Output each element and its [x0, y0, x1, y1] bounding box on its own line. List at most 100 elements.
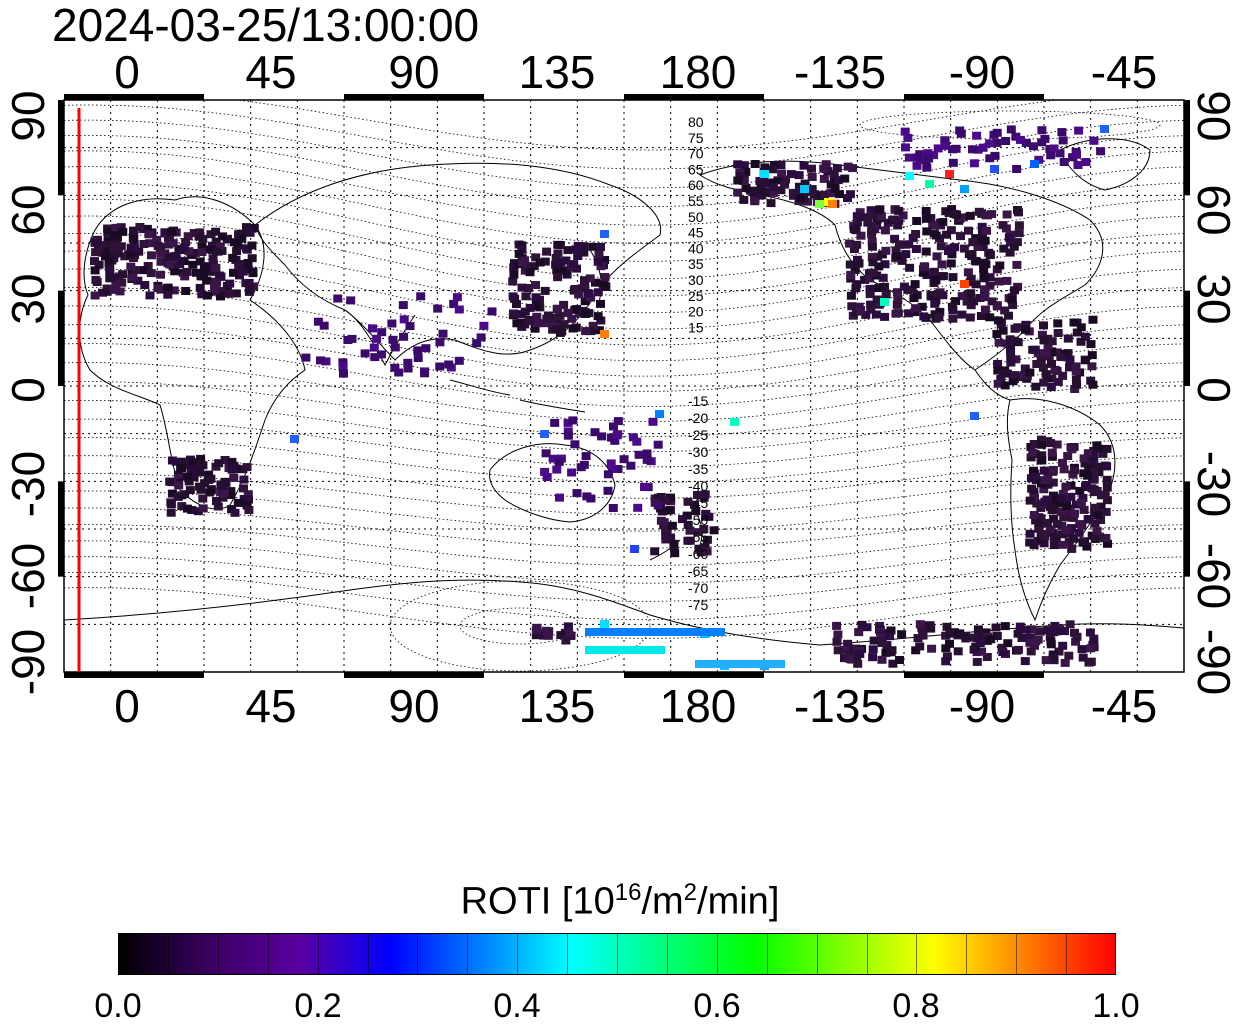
roti-cell	[1050, 365, 1060, 374]
roti-cell	[1083, 515, 1093, 524]
roti-cell	[642, 449, 652, 458]
contour-label-north: 75	[688, 130, 704, 146]
roti-cell	[892, 252, 902, 261]
roti-cell	[985, 281, 995, 290]
roti-cell	[735, 172, 745, 181]
roti-cell	[1050, 621, 1060, 630]
roti-cell	[1096, 147, 1106, 156]
roti-cell	[1053, 377, 1063, 386]
roti-cell	[206, 230, 216, 239]
roti-cell	[594, 250, 604, 259]
roti-cell	[868, 268, 878, 277]
roti-cell	[965, 313, 975, 322]
roti-cell	[885, 632, 894, 641]
roti-cell	[924, 154, 934, 163]
roti-cell	[701, 509, 711, 518]
roti-cell	[540, 286, 550, 295]
roti-cell	[399, 332, 409, 341]
roti-cell	[512, 319, 522, 328]
contour-line	[64, 198, 1184, 280]
frame-stripe-top	[904, 94, 1044, 100]
roti-cell	[937, 260, 947, 269]
roti-cell	[217, 246, 227, 255]
roti-cell	[167, 227, 177, 236]
roti-cell	[567, 468, 577, 477]
roti-cell	[569, 260, 579, 269]
frame-stripe-bottom	[624, 672, 764, 678]
roti-cell	[1066, 492, 1076, 501]
roti-cell	[1089, 136, 1099, 145]
roti-cell	[370, 353, 380, 362]
frame-stripe-right	[1184, 100, 1190, 196]
roti-cell	[901, 250, 911, 259]
roti-cell	[890, 234, 900, 243]
roti-cell-bright	[925, 180, 934, 188]
roti-cell	[938, 291, 948, 300]
roti-cell	[1037, 138, 1047, 147]
lon-tick-top: 45	[245, 46, 297, 98]
roti-cell	[1094, 468, 1104, 477]
roti-cell	[995, 261, 1005, 270]
roti-cell	[780, 180, 790, 189]
roti-cell	[1088, 315, 1098, 324]
roti-cell	[881, 290, 891, 299]
lon-tick-top: -45	[1090, 46, 1158, 98]
roti-cell	[852, 240, 862, 249]
roti-cell	[206, 486, 216, 495]
roti-cell	[852, 212, 862, 221]
colorbar-minor-tick	[517, 933, 519, 975]
colorbar-tick-label: 1.0	[1092, 987, 1140, 1025]
contour-line	[64, 305, 1184, 377]
roti-cell	[593, 288, 603, 297]
colorbar-minor-tick	[916, 933, 918, 975]
colorbar-minor-tick	[966, 933, 968, 975]
roti-cell	[1032, 360, 1042, 368]
roti-cell	[98, 288, 107, 297]
roti-cell	[1058, 540, 1068, 549]
colorbar-minor-tick	[666, 933, 668, 975]
roti-cell	[993, 366, 1003, 375]
roti-cell-bright	[905, 172, 914, 180]
roti-cell	[241, 244, 251, 253]
roti-cell	[946, 259, 956, 268]
roti-cell	[1059, 465, 1069, 474]
roti-cell	[438, 329, 448, 338]
roti-cell	[1072, 500, 1081, 509]
roti-cell	[1074, 528, 1084, 537]
roti-cell	[1037, 440, 1047, 449]
roti-cell	[160, 228, 170, 237]
roti-cell	[919, 312, 929, 321]
colorbar-minor-tick	[1066, 933, 1068, 975]
roti-cell	[529, 262, 539, 271]
roti-cell	[1072, 380, 1082, 389]
roti-cell	[669, 539, 679, 548]
roti-cell	[1028, 448, 1038, 457]
roti-cell	[1038, 363, 1048, 372]
roti-cell	[211, 237, 221, 246]
roti-cell	[702, 547, 712, 556]
roti-cell	[1080, 332, 1090, 341]
roti-cell	[931, 221, 941, 230]
roti-cell-bright	[600, 230, 609, 238]
roti-cell	[994, 277, 1004, 286]
roti-cell	[733, 160, 743, 169]
roti-cell	[612, 431, 622, 440]
roti-cell	[931, 231, 941, 240]
roti-cell	[1003, 639, 1013, 648]
roti-cell	[690, 500, 699, 509]
roti-cell	[1047, 448, 1057, 457]
roti-cell	[580, 297, 590, 306]
contour-line	[64, 232, 1184, 314]
roti-cell	[531, 625, 541, 634]
contour-loop	[389, 580, 651, 672]
roti-cell	[523, 284, 533, 292]
roti-cell	[868, 653, 878, 662]
roti-cell	[1041, 656, 1051, 665]
roti-cell	[1005, 238, 1015, 247]
roti-cell	[238, 267, 248, 276]
roti-cell	[912, 161, 922, 170]
contour-label-south: -40	[688, 478, 708, 494]
roti-cell	[398, 301, 408, 310]
roti-cell	[210, 286, 220, 295]
roti-cell	[942, 652, 952, 661]
